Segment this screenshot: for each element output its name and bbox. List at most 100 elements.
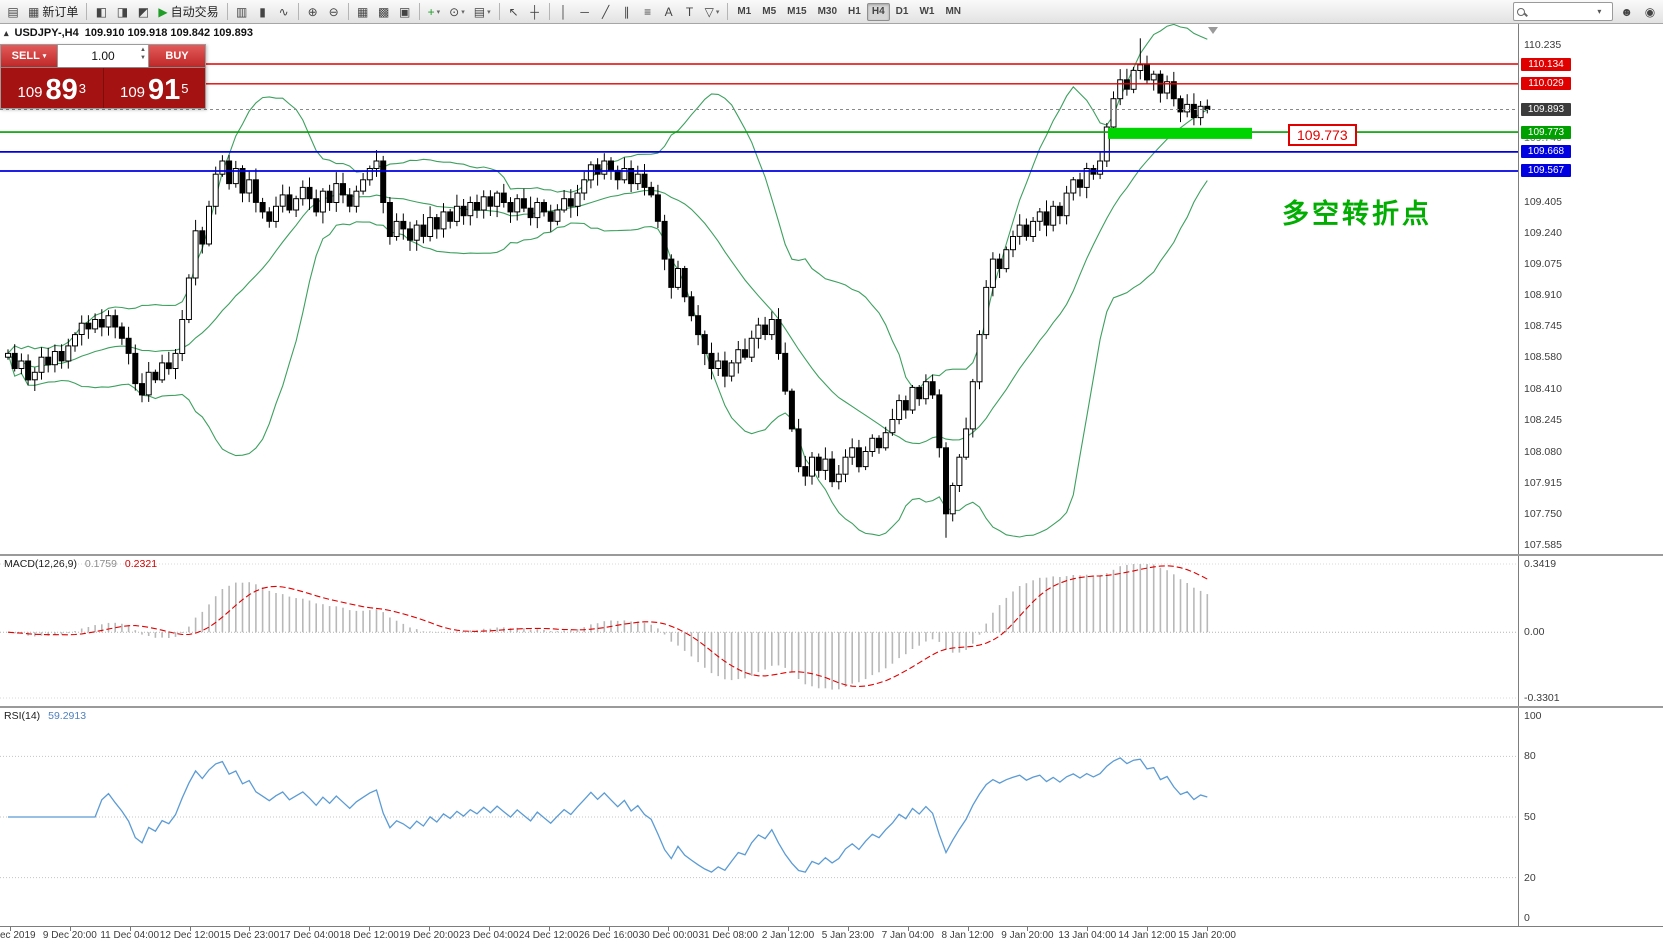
fibonacci-button[interactable]: ≡ xyxy=(638,2,658,22)
macd-axis[interactable]: 0.3419 0.00 -0.3301 xyxy=(1518,556,1663,706)
time-label: 24 Dec 12:00 xyxy=(518,930,579,941)
timeframe-mn[interactable]: MN xyxy=(940,3,966,21)
toolbar-separator xyxy=(548,3,550,20)
axis-label: 107.750 xyxy=(1524,507,1562,520)
chat-icon[interactable]: ◉ xyxy=(1640,2,1660,22)
timeframe-m5[interactable]: M5 xyxy=(757,3,781,21)
bar-chart-icon: ▥ xyxy=(235,4,248,19)
timeframe-m30[interactable]: M30 xyxy=(813,3,842,21)
cursor-arrow-icon: ↖ xyxy=(508,4,519,19)
candlestick-chart[interactable] xyxy=(0,23,1518,559)
templates-button-caret[interactable]: ▾ xyxy=(487,8,491,16)
text-button[interactable]: A xyxy=(659,2,679,22)
data-window-button[interactable]: ◨ xyxy=(112,2,132,22)
price-annotation-box[interactable]: 109.773 xyxy=(1288,124,1357,146)
time-label: 13 Jan 04:00 xyxy=(1058,930,1117,941)
time-tick xyxy=(1207,927,1208,931)
rsi-panel-divider[interactable] xyxy=(0,706,1663,708)
symbol-search[interactable]: ▾ xyxy=(1513,2,1614,21)
horizontal-line-button[interactable]: ─ xyxy=(575,2,595,22)
rsi-axis[interactable]: 100 80 50 20 0 xyxy=(1518,708,1663,926)
time-tick xyxy=(488,927,490,931)
trendline-button[interactable]: ╱ xyxy=(596,2,616,22)
market-watch-button[interactable]: ◧ xyxy=(91,2,111,22)
price-line-tag: 109.668 xyxy=(1521,145,1571,159)
channel-button[interactable]: ∥ xyxy=(617,2,637,22)
volume-stepper[interactable]: ▲ ▼ xyxy=(140,47,146,62)
toolbar-buttons: ▤ ▦ 新订单 ◧ ◨ ◩ ▶ 自动交易 ▥ ▮ ∿ ⊕ ⊖ ▦ ▩ ▣ + ▾ ⊙ ▾ ▤ ▾ ↖ ┼ │ ─ ╱ ∥ ≡ A T ▽ ▾ M1… xyxy=(3,2,966,22)
volume-value: 1.00 xyxy=(91,49,115,63)
sell-price[interactable]: 109 89 3 xyxy=(1,68,103,108)
zoom-out-button[interactable]: ⊖ xyxy=(324,2,344,22)
indicators-button[interactable]: + ▾ xyxy=(424,2,445,22)
turning-point-annotation[interactable]: 多空转折点 xyxy=(1282,199,1432,229)
axis-label: 108.745 xyxy=(1524,320,1562,333)
bar-chart-button[interactable]: ▥ xyxy=(232,2,252,22)
tile-windows-icon: ▦ xyxy=(356,4,369,19)
time-label: 7 Jan 04:00 xyxy=(881,930,934,941)
timeframe-m15[interactable]: M15 xyxy=(782,3,811,21)
search-dropdown-caret[interactable]: ▾ xyxy=(1597,7,1602,16)
sell-button[interactable]: SELL ▾ xyxy=(1,45,57,67)
periods-button-caret[interactable]: ▾ xyxy=(461,8,465,16)
buy-button[interactable]: BUY xyxy=(149,45,205,67)
rsi-chart[interactable] xyxy=(0,708,1518,931)
vertical-line-button[interactable]: │ xyxy=(554,2,574,22)
line-chart-button[interactable]: ∿ xyxy=(274,2,294,22)
timeframe-h1[interactable]: H1 xyxy=(843,3,866,21)
crosshair-button[interactable]: ┼ xyxy=(525,2,545,22)
timeframe-m1[interactable]: M1 xyxy=(732,3,756,21)
time-tick xyxy=(10,927,11,931)
axis-label: 80 xyxy=(1524,750,1536,763)
candlestick-chart-button[interactable]: ▮ xyxy=(253,2,273,22)
sell-dropdown-caret[interactable]: ▾ xyxy=(42,53,47,60)
fibonacci-icon: ≡ xyxy=(644,4,652,19)
axis-label: 107.915 xyxy=(1524,476,1562,489)
indicators-button-caret[interactable]: ▾ xyxy=(436,8,441,16)
indicators-plus-icon: + xyxy=(427,4,435,19)
templates-button[interactable]: ▤ ▾ xyxy=(470,2,495,22)
timeframe-d1[interactable]: D1 xyxy=(891,3,914,21)
autotrading-button-label: 自动交易 xyxy=(170,5,219,19)
new-order-button[interactable]: ▦ 新订单 xyxy=(24,2,82,22)
axis-label: 109.405 xyxy=(1524,195,1562,208)
time-label: 5 Jan 23:00 xyxy=(821,930,875,941)
search-input[interactable] xyxy=(1528,5,1595,18)
navigator-button[interactable]: ◩ xyxy=(133,2,153,22)
time-label: 30 Dec 00:00 xyxy=(638,930,699,941)
arrange-windows-button[interactable]: ▣ xyxy=(395,2,415,22)
new-order-icon: ▦ xyxy=(28,4,40,19)
timeframe-w1[interactable]: W1 xyxy=(914,3,939,21)
axis-label: -0.3301 xyxy=(1524,692,1560,704)
text-label-button[interactable]: T xyxy=(680,2,700,22)
buy-button-label: BUY xyxy=(165,50,189,62)
chart-window-button[interactable]: ▤ xyxy=(3,2,23,22)
time-tick xyxy=(249,927,251,931)
macd-chart[interactable] xyxy=(0,556,1518,711)
price-axis[interactable]: 110.235 109.405 109.240 109.075 108.910 108.7… xyxy=(1518,24,1663,554)
time-tick xyxy=(369,927,371,931)
axis-label: 108.080 xyxy=(1524,445,1562,458)
autotrading-button[interactable]: ▶ 自动交易 xyxy=(154,2,222,22)
cascade-windows-button[interactable]: ▩ xyxy=(374,2,394,22)
trendline-icon: ╱ xyxy=(601,4,610,19)
periods-button[interactable]: ⊙ ▾ xyxy=(445,2,469,22)
tile-windows-button[interactable]: ▦ xyxy=(353,2,373,22)
arrows-button[interactable]: ▽ ▾ xyxy=(701,2,724,22)
time-tick xyxy=(1027,927,1029,931)
zoom-in-button[interactable]: ⊕ xyxy=(303,2,323,22)
axis-label: 109.240 xyxy=(1524,226,1562,239)
arrows-button-caret[interactable]: ▾ xyxy=(715,8,720,16)
volume-input[interactable]: 1.00 ▲ ▼ xyxy=(57,45,149,67)
sell-price-prefix: 109 xyxy=(17,84,43,101)
community-user-icon[interactable]: ☻ xyxy=(1616,2,1637,22)
navigator-icon: ◩ xyxy=(137,4,150,19)
timeframe-h4[interactable]: H4 xyxy=(866,2,890,21)
macd-panel-divider[interactable] xyxy=(0,554,1663,556)
axis-label: 110.235 xyxy=(1524,38,1562,51)
toolbar-separator xyxy=(226,3,228,20)
time-tick xyxy=(967,927,969,931)
cursor-button[interactable]: ↖ xyxy=(504,2,524,22)
buy-price[interactable]: 109 91 5 xyxy=(102,68,206,108)
